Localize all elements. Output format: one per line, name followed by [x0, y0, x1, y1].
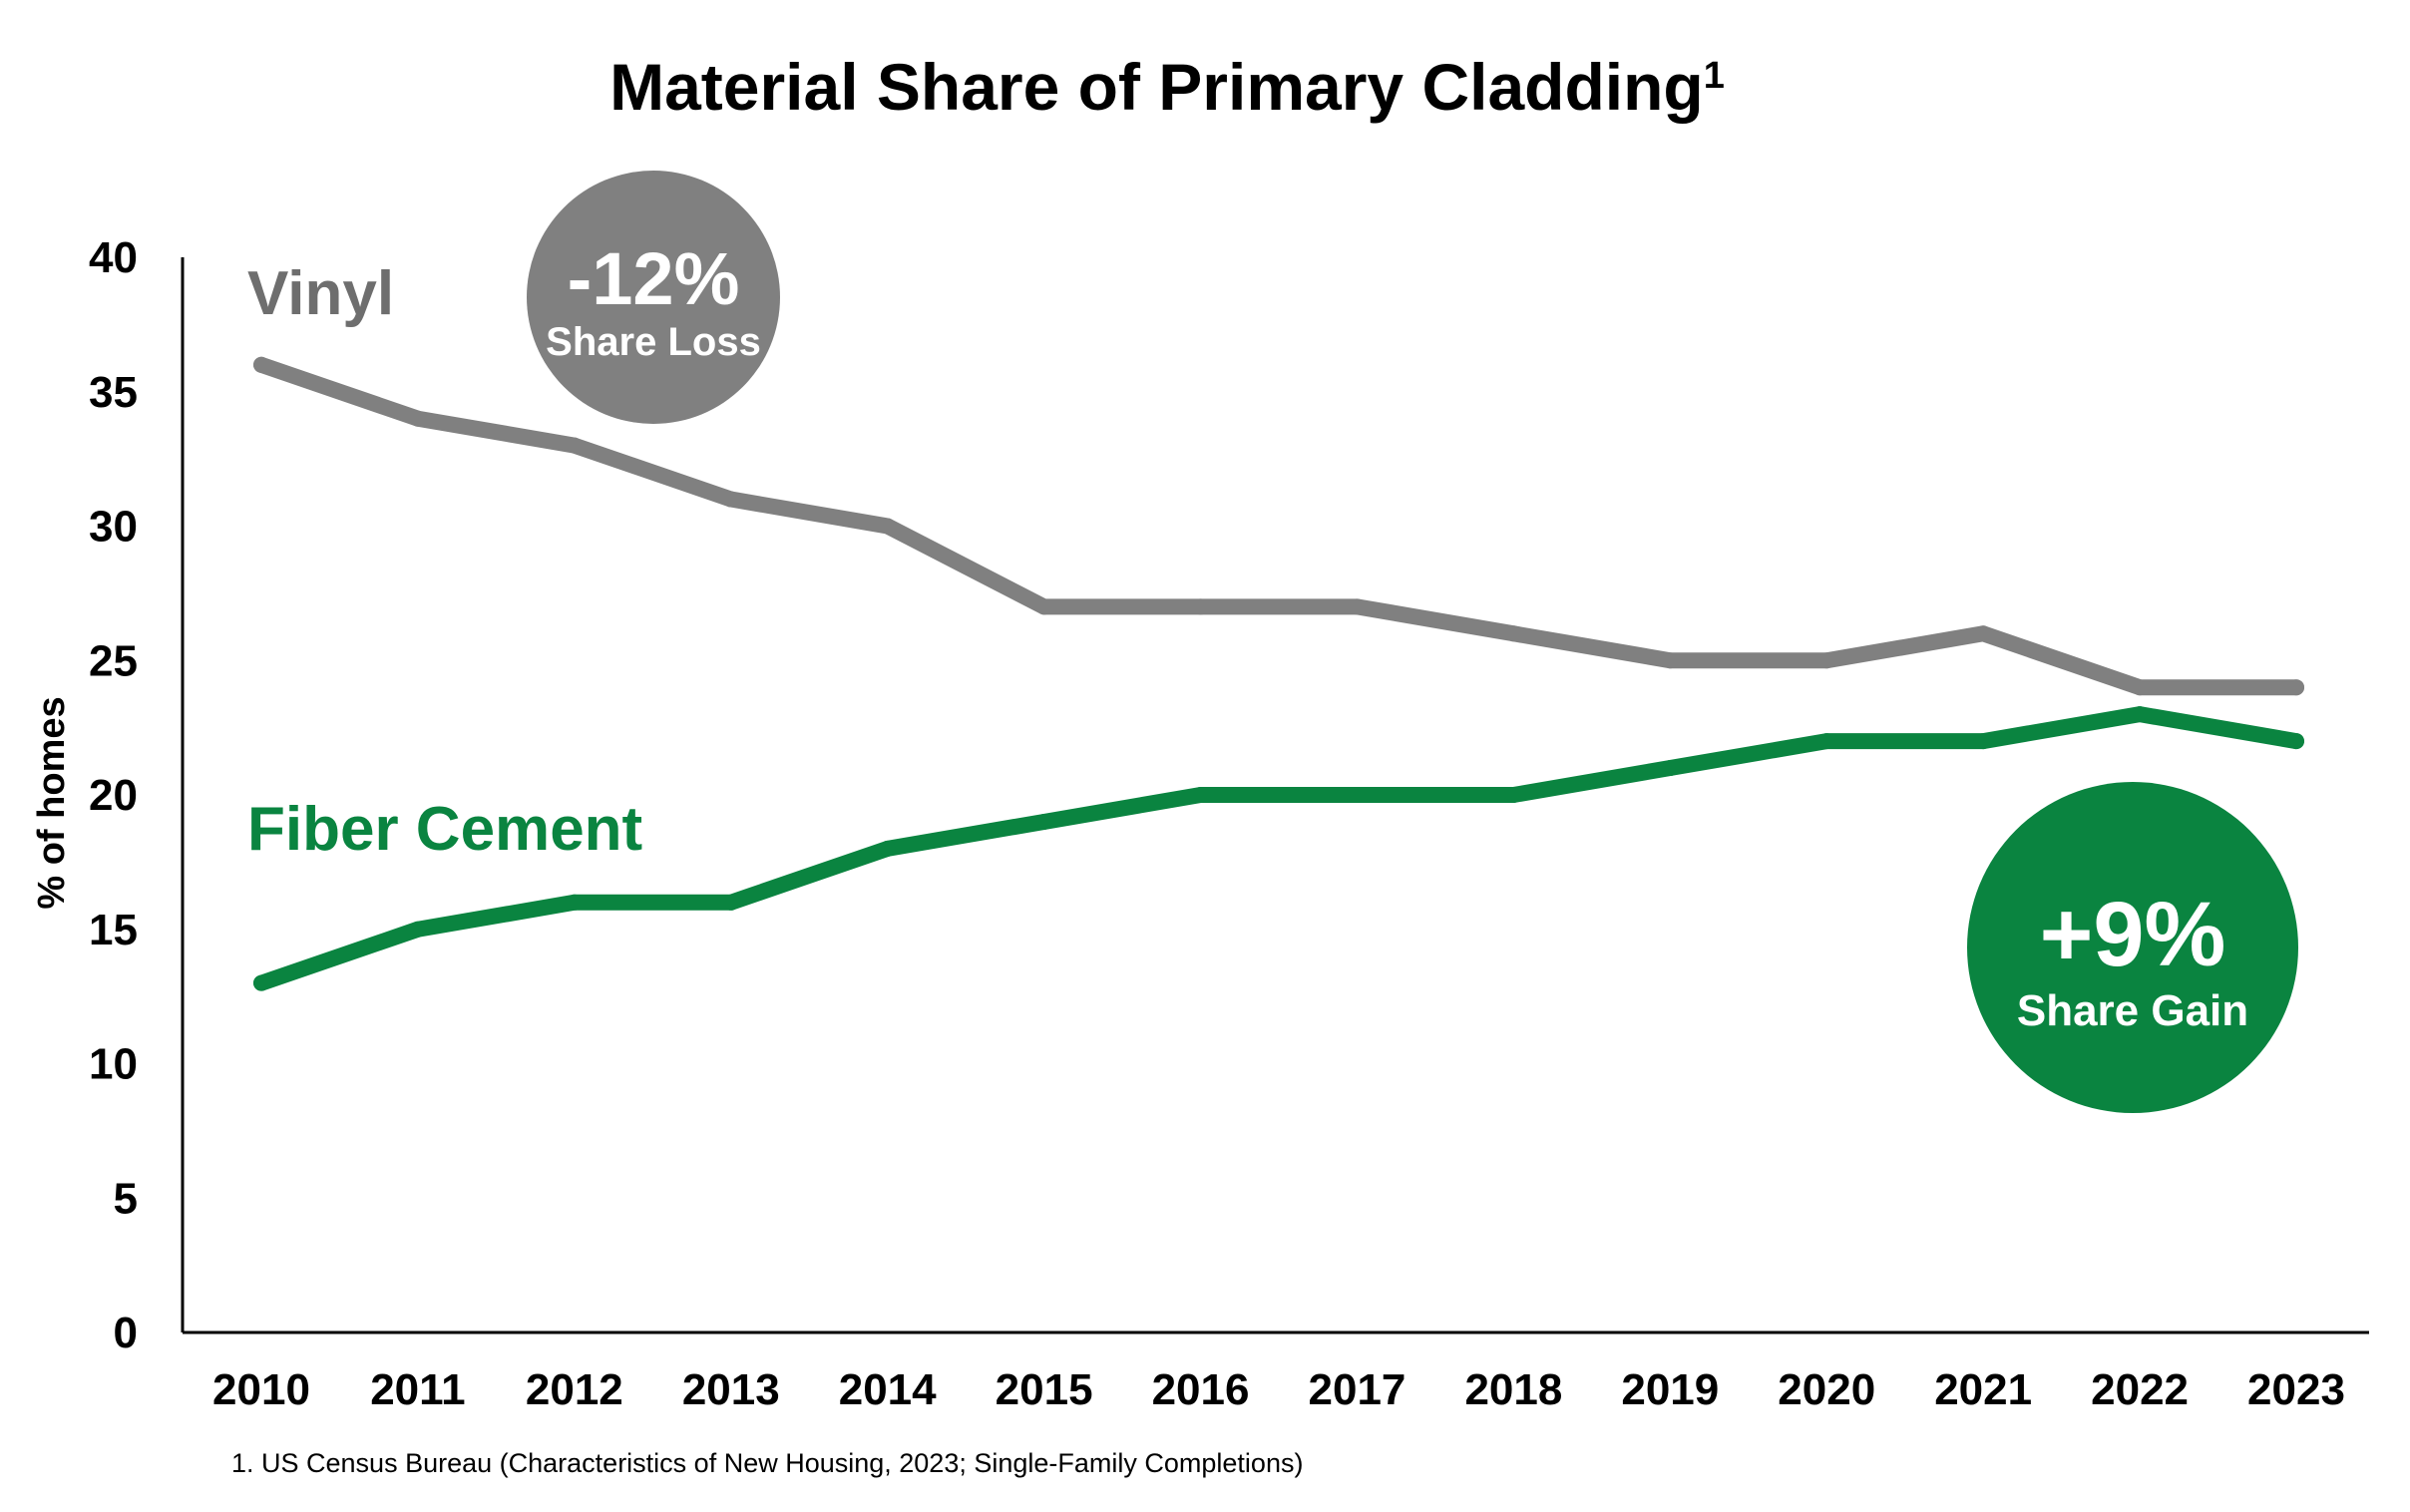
data-point-fiber-cement [722, 894, 739, 911]
x-tick-label: 2022 [2091, 1365, 2189, 1414]
x-tick-label: 2011 [370, 1365, 465, 1414]
y-tick-label: 5 [114, 1174, 138, 1223]
data-point-fiber-cement [1349, 787, 1366, 803]
x-tick-label: 2012 [526, 1365, 623, 1414]
data-point-fiber-cement [1035, 813, 1052, 830]
badge-share-gain: +9% Share Gain [1967, 782, 2298, 1113]
footnote: 1. US Census Bureau (Characteristics of … [231, 1448, 1303, 1478]
y-tick-label: 40 [89, 233, 138, 282]
data-point-vinyl [1818, 652, 1835, 669]
badge-share-loss-text: Share Loss [546, 320, 761, 364]
data-point-vinyl [1349, 598, 1366, 615]
x-tick-label: 2010 [212, 1365, 310, 1414]
y-tick-label: 20 [89, 771, 138, 820]
y-tick-label: 0 [114, 1309, 138, 1357]
data-point-vinyl [566, 437, 583, 454]
data-point-vinyl [1035, 598, 1052, 615]
chart-title-text: Material Share of Primary Cladding [609, 50, 1704, 124]
series-label-fiber-cement: Fiber Cement [247, 795, 642, 864]
y-tick-label: 35 [89, 368, 138, 417]
x-tick-label: 2014 [839, 1365, 937, 1414]
series-fiber-cement [253, 706, 2304, 991]
data-point-fiber-cement [2288, 733, 2304, 750]
x-tick-label: 2023 [2247, 1365, 2345, 1414]
x-tick-label: 2018 [1464, 1365, 1562, 1414]
series-vinyl [253, 356, 2304, 696]
data-point-fiber-cement [1192, 787, 1209, 803]
data-point-vinyl [1662, 652, 1679, 669]
badge-share-gain-text: Share Gain [2017, 986, 2248, 1035]
data-point-fiber-cement [1975, 733, 1992, 750]
series-layer [253, 356, 2304, 991]
data-point-vinyl [1505, 625, 1522, 642]
x-tick-label: 2017 [1309, 1365, 1406, 1414]
data-point-fiber-cement [566, 894, 583, 911]
data-point-fiber-cement [1662, 760, 1679, 777]
data-point-fiber-cement [409, 921, 426, 938]
data-point-vinyl [253, 356, 269, 373]
data-point-vinyl [879, 518, 896, 535]
y-tick-label: 30 [89, 503, 138, 552]
y-tick-label: 15 [89, 906, 138, 954]
data-point-vinyl [722, 491, 739, 508]
data-point-fiber-cement [2132, 706, 2149, 723]
x-tick-label: 2021 [1934, 1365, 2032, 1414]
badge-share-gain-circle [1967, 782, 2298, 1113]
data-point-vinyl [1975, 625, 1992, 642]
badge-share-loss-circle [527, 171, 780, 424]
chart-title: Material Share of Primary Cladding1 [609, 50, 1725, 124]
x-tick-label: 2019 [1621, 1365, 1719, 1414]
data-point-fiber-cement [1505, 787, 1522, 803]
data-point-vinyl [2132, 679, 2149, 696]
x-tick-label: 2015 [996, 1365, 1093, 1414]
x-tick-label: 2020 [1778, 1365, 1875, 1414]
data-point-fiber-cement [879, 840, 896, 857]
y-axis-label: % of homes [31, 696, 73, 909]
series-line-fiber-cement [253, 706, 2304, 991]
x-tick-label: 2016 [1152, 1365, 1250, 1414]
badge-share-gain-value: +9% [2040, 884, 2226, 985]
data-point-fiber-cement [253, 974, 269, 991]
chart-title-superscript: 1 [1704, 55, 1725, 97]
y-tick-label: 25 [89, 636, 138, 685]
badge-share-loss: -12% Share Loss [527, 171, 780, 424]
x-axis-ticks: 2010 2011 2012 2013 2014 2015 2016 2017 2018 2019… [212, 1365, 2345, 1414]
data-point-vinyl [1192, 598, 1209, 615]
badge-share-loss-value: -12% [568, 237, 740, 320]
series-label-vinyl: Vinyl [247, 259, 394, 328]
series-line-vinyl [253, 356, 2304, 696]
y-tick-label: 10 [89, 1040, 138, 1089]
x-tick-label: 2013 [682, 1365, 780, 1414]
y-axis-ticks: 0 5 10 15 20 25 30 35 40 [89, 233, 138, 1357]
data-point-vinyl [409, 410, 426, 427]
data-point-fiber-cement [1818, 733, 1835, 750]
data-point-vinyl [2288, 679, 2304, 696]
